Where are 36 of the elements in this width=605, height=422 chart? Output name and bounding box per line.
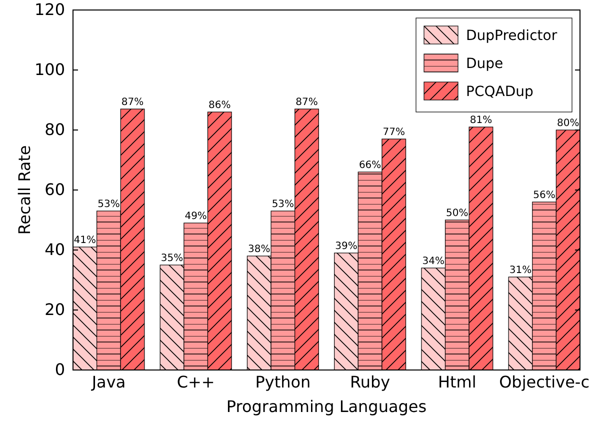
legend-label: DupPredictor [466,28,558,44]
x-tick-label: Ruby [350,372,390,392]
y-tick-label: 40 [44,240,65,260]
data-label: 49% [184,211,207,222]
y-tick-label: 120 [34,0,65,20]
data-label: 56% [533,190,556,201]
x-tick-label: Objective-c [499,372,590,392]
data-label: 41% [74,235,96,246]
data-label: 86% [208,100,231,111]
x-tick-label: Python [255,372,311,392]
data-label: 34% [422,256,444,267]
data-label: 81% [470,115,492,126]
y-axis-title: Recall Rate [15,145,34,235]
data-label: 39% [335,241,358,252]
x-tick-label: Java [90,372,126,392]
data-label: 53% [98,199,120,210]
data-label: 87% [121,97,144,108]
y-tick-label: 20 [44,300,65,320]
data-label: 35% [160,253,184,264]
y-tick-label: 100 [34,60,65,80]
data-label: 87% [296,97,318,108]
data-label: 80% [556,118,580,129]
data-label: 77% [382,127,405,138]
x-axis-title: Programming Languages [226,397,427,416]
y-tick-label: 0 [54,360,65,380]
legend-label: PCQADup [466,84,534,100]
data-label: 50% [446,208,468,219]
data-label: 31% [509,265,532,276]
x-tick-label: Html [438,372,476,392]
data-label: 38% [248,244,270,255]
data-label: 66% [358,160,382,171]
legend-label: Dupe [466,56,504,72]
y-tick-label: 60 [44,180,65,200]
x-tick-label: C++ [176,372,215,392]
y-tick-label: 80 [44,120,65,140]
data-label: 53% [272,199,294,210]
